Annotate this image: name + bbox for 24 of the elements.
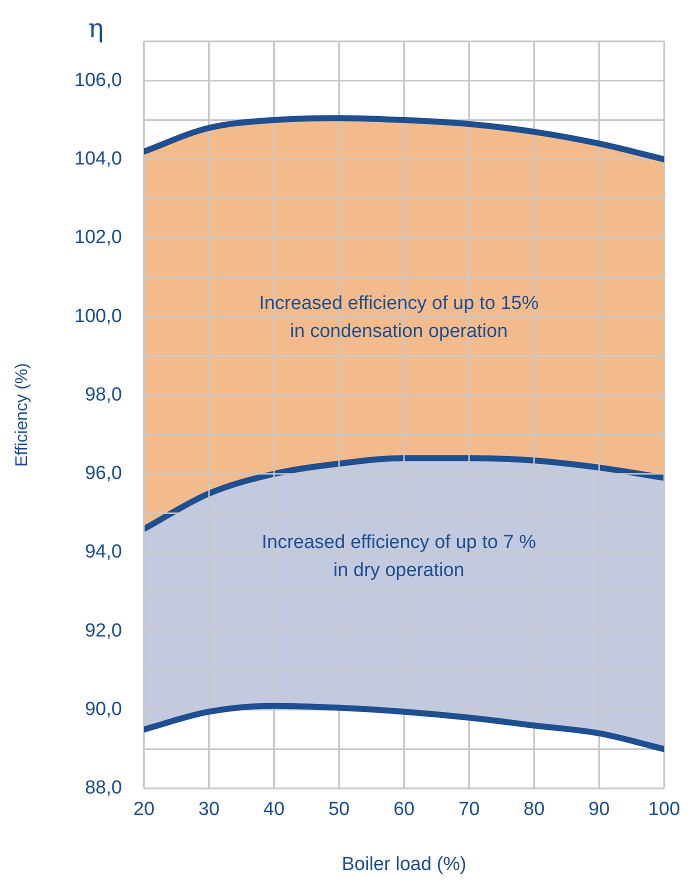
x-tick-label: 40 [263, 799, 285, 820]
y-tick-label: 94,0 [84, 542, 122, 563]
y-tick-label: 90,0 [84, 699, 122, 720]
annotation: Increased efficiency of up to 15% in condensation operation [259, 293, 539, 342]
x-tick-label: 50 [328, 799, 350, 820]
y-tick-label: 98,0 [84, 384, 122, 406]
y-tick-label: 102,0 [74, 227, 122, 248]
x-tick-label: 60 [393, 799, 415, 820]
x-tick-label: 30 [198, 799, 220, 820]
x-tick-label: 80 [524, 799, 545, 820]
y-tick-label: 100,0 [74, 306, 122, 327]
y-tick-label: 96,0 [84, 463, 122, 484]
y-tick-label: 104,0 [74, 148, 122, 170]
text: η [88, 14, 104, 44]
x-axis-title: Boiler load (%) [342, 854, 466, 875]
y-tick-label: 92,0 [84, 620, 122, 642]
y-axis-title: Efficiency (%) [12, 363, 31, 467]
x-tick-label: 100 [648, 799, 680, 820]
annotation: Increased efficiency of up to 7 % in dry operation [262, 532, 536, 582]
x-tick-label: 70 [458, 799, 480, 820]
y-tick-label: 106,0 [74, 70, 122, 91]
y-tick-label: 88,0 [84, 778, 122, 799]
x-tick-label: 90 [588, 799, 610, 820]
x-tick-label: 20 [133, 799, 155, 820]
